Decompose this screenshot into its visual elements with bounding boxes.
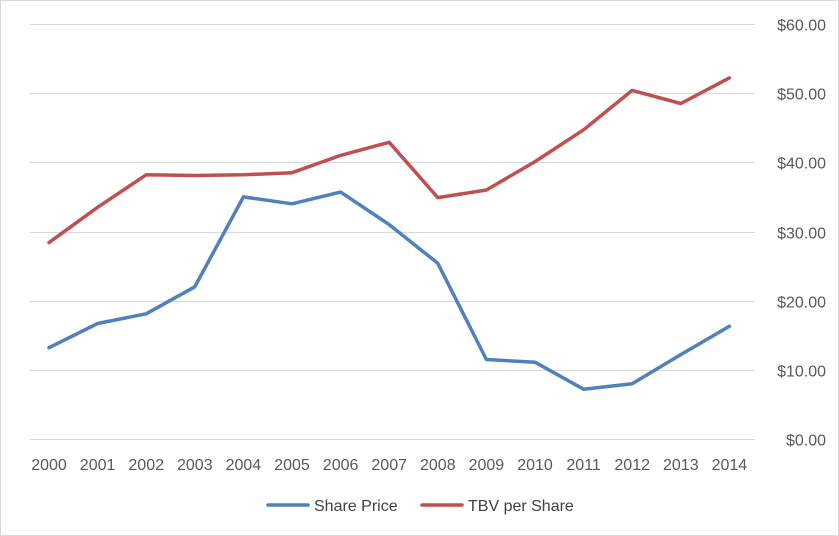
y-tick-label: $30.00 [777, 226, 826, 243]
x-tick-label: 2012 [614, 457, 650, 474]
x-tick-label: 2001 [80, 457, 116, 474]
x-tick-label: 2010 [517, 457, 553, 474]
x-tick-label: 2003 [177, 457, 213, 474]
legend-label: TBV per Share [468, 498, 574, 515]
y-tick-label: $10.00 [777, 364, 826, 381]
x-tick-label: 2008 [420, 457, 456, 474]
x-tick-label: 2007 [371, 457, 407, 474]
gridlines [30, 24, 755, 440]
legend: Share Price TBV per Share [266, 498, 574, 515]
series-line-share-price [47, 190, 732, 391]
x-tick-label: 2014 [712, 457, 748, 474]
x-tick-label: 2002 [128, 457, 164, 474]
series-lines [47, 76, 732, 391]
y-tick-label: $50.00 [777, 87, 826, 104]
x-tick-label: 2006 [323, 457, 359, 474]
x-tick-label: 2004 [226, 457, 262, 474]
y-tick-label: $0.00 [786, 433, 826, 450]
x-axis-tick-labels: 2000 2001 2002 2003 2004 2005 2006 2007 2008 2009… [31, 457, 747, 474]
x-tick-label: 2000 [31, 457, 67, 474]
x-tick-label: 2009 [469, 457, 505, 474]
y-tick-label: $20.00 [777, 295, 826, 312]
y-tick-label: $60.00 [777, 18, 826, 35]
series-line-tbv-per-share [47, 76, 732, 245]
x-tick-label: 2011 [566, 457, 601, 474]
y-tick-label: $40.00 [777, 156, 826, 173]
y-axis-tick-labels: $0.00 $10.00 $20.00 $30.00 $40.00 $50.00 $60.0… [777, 18, 826, 450]
legend-label: Share Price [314, 498, 398, 515]
x-tick-label: 2005 [274, 457, 310, 474]
x-tick-label: 2013 [663, 457, 699, 474]
